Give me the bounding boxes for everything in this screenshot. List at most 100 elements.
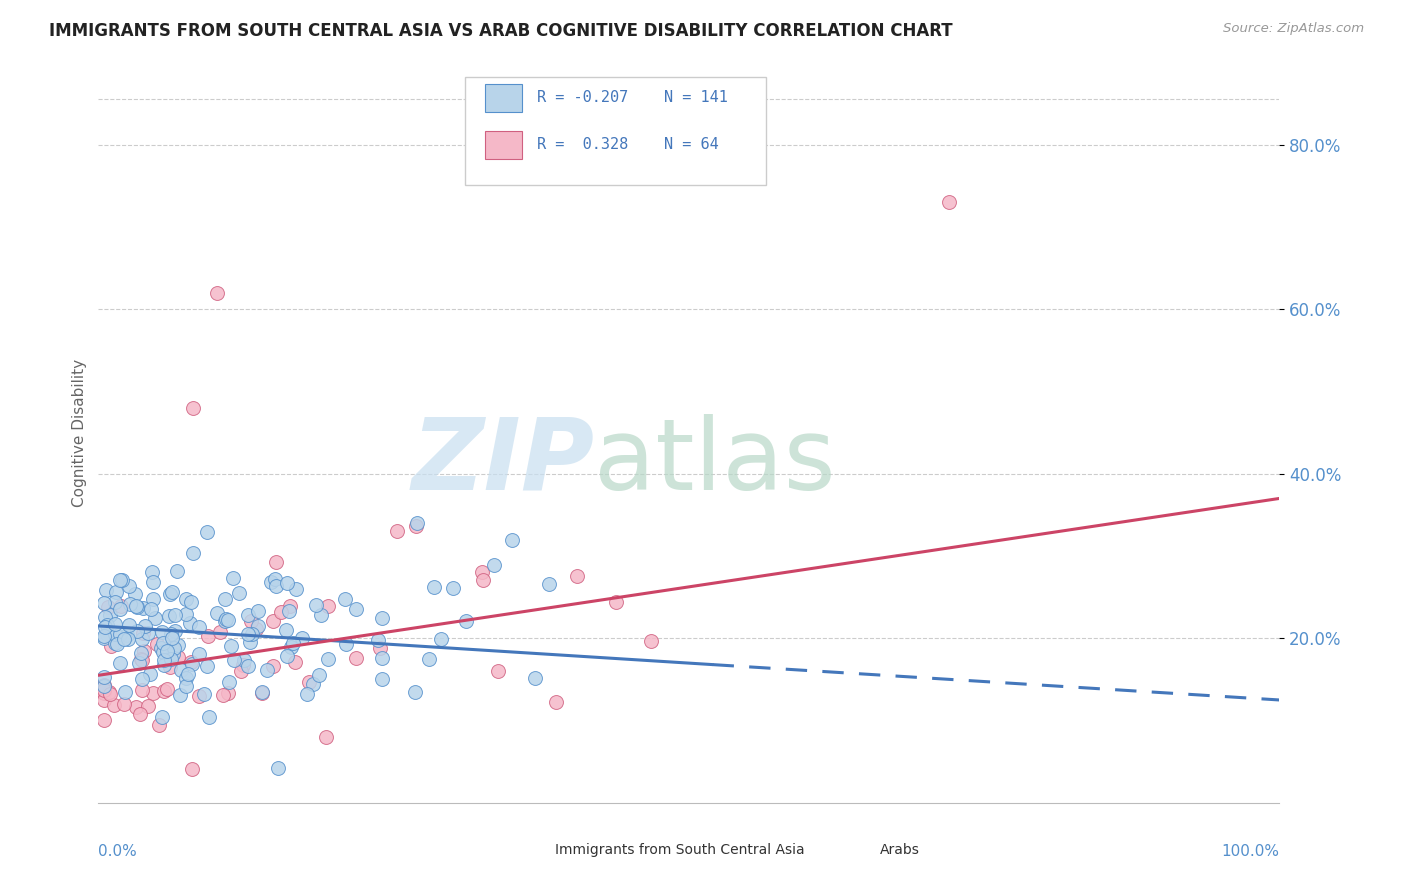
Bar (485, 130, 523, 159)
Point (104, 595, 127, 609)
Point (155, 681, 177, 696)
Point (104, 627, 127, 641)
Point (222, 571, 245, 585)
Point (247, 604, 270, 618)
Point (454, 614, 477, 628)
Point (187, 620, 209, 634)
Point (104, 616, 127, 631)
Point (217, 686, 239, 700)
Point (159, 646, 181, 660)
Point (118, 579, 141, 593)
Point (93, 596, 115, 610)
Point (132, 626, 155, 640)
Point (295, 687, 318, 701)
Point (96, 627, 118, 641)
Point (212, 688, 235, 702)
Point (132, 644, 155, 658)
Point (150, 640, 173, 655)
Point (405, 519, 427, 533)
Text: atlas: atlas (595, 414, 837, 511)
Point (96, 582, 118, 597)
Point (110, 656, 132, 670)
Point (125, 599, 148, 614)
Text: 100.0%: 100.0% (1222, 844, 1279, 858)
Bar (485, 84, 523, 112)
Point (188, 647, 211, 661)
Point (134, 618, 156, 632)
Point (640, 634, 662, 648)
Point (97, 600, 120, 615)
Point (205, 285, 228, 300)
Point (93, 678, 115, 692)
Point (262, 659, 284, 673)
Point (179, 615, 201, 630)
Point (112, 697, 135, 711)
Point (152, 645, 174, 659)
Point (160, 640, 183, 654)
Point (430, 632, 453, 646)
Point (344, 651, 367, 665)
Point (94, 620, 117, 634)
Point (276, 623, 298, 637)
Point (316, 652, 339, 666)
Point (139, 666, 162, 681)
Point (565, 569, 588, 583)
Text: 0.0%: 0.0% (98, 844, 138, 858)
Point (104, 584, 127, 599)
Point (277, 604, 299, 618)
Point (238, 627, 260, 641)
Text: R = -0.207: R = -0.207 (537, 90, 628, 105)
Point (333, 591, 356, 606)
Point (252, 685, 274, 699)
Point (142, 686, 165, 700)
Point (100, 640, 122, 654)
Point (195, 659, 218, 673)
Point (335, 636, 357, 650)
Point (404, 685, 426, 699)
Bar (837, 842, 866, 858)
Point (93, 632, 115, 646)
Text: N = 141: N = 141 (664, 90, 728, 105)
Point (232, 658, 254, 673)
Point (103, 698, 125, 713)
Point (344, 602, 367, 616)
Point (110, 574, 132, 588)
Point (214, 612, 236, 626)
Point (209, 625, 232, 640)
Point (219, 639, 242, 653)
Point (187, 689, 209, 703)
Point (115, 628, 138, 642)
Point (252, 686, 274, 700)
Text: Immigrants from South Central Asia: Immigrants from South Central Asia (555, 843, 806, 857)
Point (217, 613, 239, 627)
Point (228, 585, 250, 599)
Point (141, 565, 163, 579)
Point (163, 640, 186, 655)
Point (181, 401, 204, 415)
Point (298, 675, 321, 690)
Text: ZIP: ZIP (412, 414, 595, 511)
Point (153, 653, 176, 667)
Point (163, 608, 186, 623)
Point (302, 677, 325, 691)
Point (270, 605, 292, 619)
Point (118, 617, 141, 632)
Point (938, 195, 960, 210)
Point (96, 618, 118, 632)
Point (267, 761, 290, 775)
Point (263, 572, 285, 586)
FancyBboxPatch shape (464, 78, 766, 185)
Point (153, 658, 176, 673)
Point (108, 627, 131, 641)
Point (236, 659, 259, 673)
Bar (512, 842, 541, 858)
Point (159, 660, 181, 674)
Point (131, 683, 153, 698)
Point (160, 584, 183, 599)
Text: Arabs: Arabs (880, 843, 920, 857)
Point (284, 655, 307, 669)
Point (285, 582, 308, 596)
Point (93, 670, 115, 684)
Point (245, 623, 267, 637)
Point (167, 650, 190, 665)
